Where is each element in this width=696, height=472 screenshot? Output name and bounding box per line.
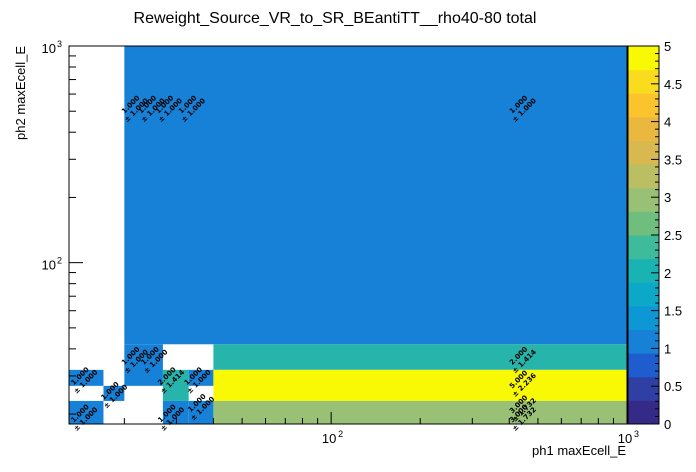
chart-title: Reweight_Source_VR_to_SR_BEantiTT__rho40… xyxy=(134,10,537,27)
x-tick-exponent: 3 xyxy=(634,429,639,439)
colorbar-band xyxy=(628,329,659,354)
colorbar-band xyxy=(628,211,659,236)
y-tick-exponent: 3 xyxy=(57,39,62,49)
heatmap-cell xyxy=(124,344,163,386)
colorbar-bands xyxy=(628,46,659,425)
x-axis-ticks: 10 2 10 3 xyxy=(123,412,639,446)
y-axis-label: ph2 maxEcell_E xyxy=(13,46,28,140)
colorbar-band xyxy=(628,282,659,307)
colorbar-tick-label: 2.5 xyxy=(664,228,682,243)
heatmap-cell xyxy=(69,400,104,424)
x-tick-exponent: 2 xyxy=(338,429,343,439)
heatmap-cell xyxy=(213,400,627,424)
heatmap-cell xyxy=(162,369,189,401)
y-tick-label: 10 xyxy=(42,258,56,273)
colorbar-tick-label: 2 xyxy=(664,266,671,281)
heatmap-cell xyxy=(162,400,189,424)
colorbar-tick-label: 4.5 xyxy=(664,77,682,92)
x-tick-label: 10 xyxy=(618,431,632,446)
colorbar-band xyxy=(628,164,659,189)
colorbar-band xyxy=(628,305,659,330)
colorbar: 0 0.5 1 1.5 2 2.5 3 3.5 4 4.5 5 xyxy=(627,39,682,432)
plot-frame xyxy=(68,45,628,425)
colorbar-band xyxy=(628,93,659,118)
heatmap-cells xyxy=(69,46,627,424)
heatmap-cell xyxy=(188,369,214,386)
x-axis-label: ph1 maxEcell_E xyxy=(532,443,626,458)
colorbar-band xyxy=(628,258,659,283)
colorbar-ticks: 0 0.5 1 1.5 2 2.5 3 3.5 4 4.5 5 xyxy=(651,39,682,432)
colorbar-band xyxy=(628,69,659,94)
colorbar-tick-label: 3 xyxy=(664,190,671,205)
colorbar-tick-label: 0.5 xyxy=(664,379,682,394)
colorbar-band xyxy=(628,116,659,141)
heatmap-cell xyxy=(103,385,125,401)
colorbar-tick-label: 1.5 xyxy=(664,304,682,319)
colorbar-tick-label: 4 xyxy=(664,115,671,130)
colorbar-band xyxy=(628,353,659,378)
colorbar-tick-label: 0 xyxy=(664,417,671,432)
colorbar-tick-label: 3.5 xyxy=(664,152,682,167)
colorbar-band xyxy=(628,46,659,71)
colorbar-band xyxy=(628,400,659,425)
colorbar-band xyxy=(628,376,659,401)
heatmap-cell xyxy=(213,344,627,370)
colorbar-tick-label: 5 xyxy=(664,39,671,54)
cell-label-group: 5.000± 2.236 xyxy=(508,369,538,399)
x-tick-label: 10 xyxy=(322,431,336,446)
heatmap-cell xyxy=(69,369,104,386)
y-tick-label: 10 xyxy=(42,41,56,56)
colorbar-band xyxy=(628,187,659,212)
heatmap-cell xyxy=(188,400,214,424)
heatmap-cell xyxy=(124,46,627,345)
y-tick-exponent: 2 xyxy=(57,256,62,266)
colorbar-tick-label: 1 xyxy=(664,341,671,356)
colorbar-band xyxy=(628,140,659,165)
colorbar-band xyxy=(628,235,659,260)
heatmap-cell xyxy=(213,369,627,401)
